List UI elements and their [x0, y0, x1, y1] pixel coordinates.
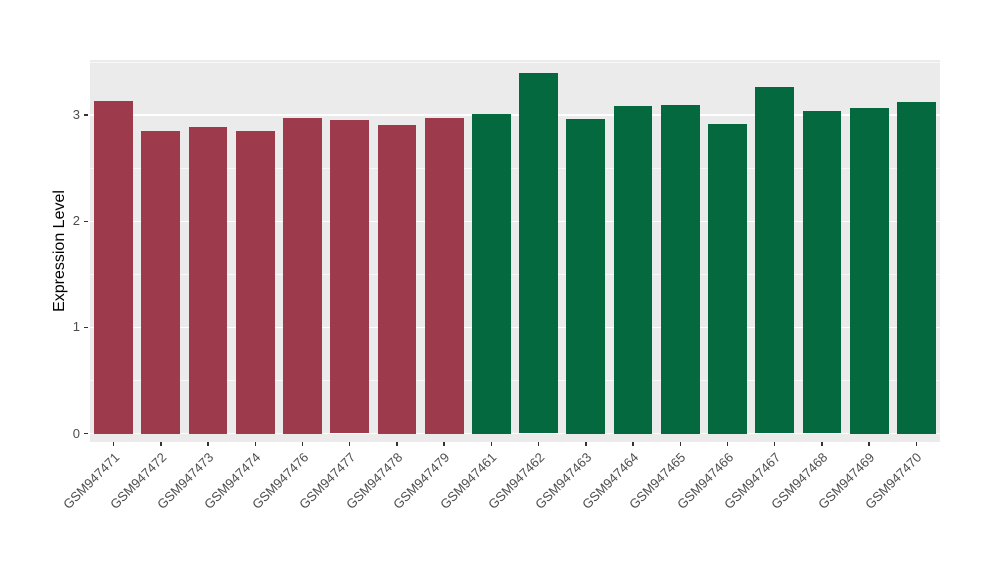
minor-gridline [90, 61, 940, 63]
major-gridline [90, 432, 940, 435]
bar [708, 123, 747, 434]
bar [849, 107, 889, 434]
bar [897, 102, 936, 434]
plot-area [90, 60, 940, 442]
bar [566, 119, 606, 434]
x-axis-tick [301, 442, 304, 446]
x-axis-tick [443, 442, 445, 446]
bar [330, 120, 370, 434]
y-axis-tick-label: 3 [72, 107, 80, 123]
major-gridline [90, 114, 940, 116]
x-axis-tick [160, 442, 162, 446]
bar [424, 118, 464, 434]
x-axis-tick [254, 442, 257, 446]
bar [188, 126, 228, 434]
major-gridline [90, 326, 940, 329]
x-axis-tick [726, 442, 729, 446]
bar [94, 101, 133, 434]
major-gridline [90, 220, 940, 223]
bar [472, 114, 511, 434]
x-axis-tick [207, 442, 209, 446]
x-axis-tick [632, 442, 634, 446]
minor-gridline [90, 380, 940, 381]
y-axis-tick [84, 326, 88, 329]
x-axis-tick [679, 442, 682, 446]
y-axis-tick-label: 0 [72, 425, 80, 441]
bar [519, 72, 558, 434]
x-axis-tick [348, 442, 351, 446]
bar [141, 131, 181, 434]
minor-gridline [90, 273, 940, 275]
bar [660, 104, 700, 434]
gridlines-layer [90, 60, 940, 442]
x-axis-tick [490, 442, 493, 446]
bar [235, 131, 275, 434]
bars-layer [90, 60, 940, 442]
x-axis-tick [915, 442, 918, 446]
y-axis-title: Expression Level [51, 190, 68, 312]
x-axis-tick [821, 442, 823, 446]
y-axis-tick [84, 432, 88, 435]
y-axis-tick-label: 2 [72, 213, 80, 229]
bar [377, 124, 417, 434]
x-axis-tick [773, 442, 776, 446]
minor-gridline [90, 167, 940, 169]
y-axis-tick-label: 1 [72, 319, 80, 335]
bar [613, 105, 653, 434]
x-axis-tick [537, 442, 540, 446]
y-axis-tick [84, 114, 88, 116]
x-axis-tick [112, 442, 115, 446]
x-axis-tick [868, 442, 870, 446]
bar [755, 86, 795, 434]
bar [283, 118, 322, 434]
x-axis-tick [396, 442, 398, 446]
x-axis-tick [585, 442, 587, 446]
y-axis-tick [84, 220, 88, 223]
bar [802, 110, 842, 434]
